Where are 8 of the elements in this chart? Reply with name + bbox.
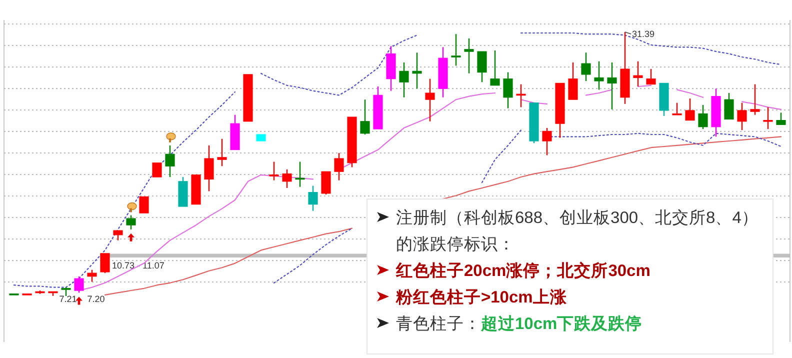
annotation: 31.39 [632, 29, 655, 39]
annotation: 的涨跌停标识： [396, 236, 515, 254]
text: 超过10cm下跌及跌停 [481, 315, 642, 333]
annotation: 粉红色柱子>10cm上涨 [395, 288, 568, 306]
band-label: 10.73 - 11.07 [112, 260, 164, 270]
text: 青色柱子： [396, 315, 481, 333]
annotation: 注册制（科创板688、创业板300、北交所8、4） [396, 208, 758, 227]
annotation: 红色柱子20cm涨停；北交所30cm [395, 261, 650, 280]
